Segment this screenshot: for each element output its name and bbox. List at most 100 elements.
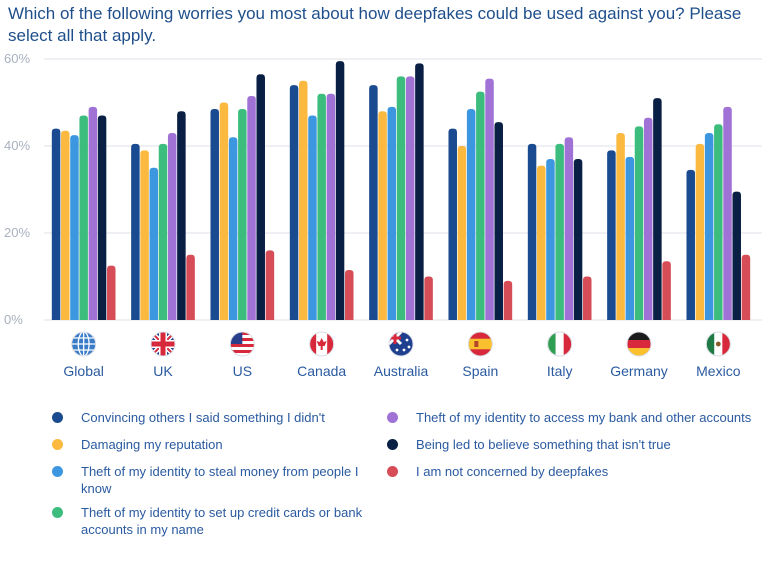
bar (210, 109, 219, 321)
legend-label: Theft of my identity to set up credit ca… (81, 505, 363, 537)
y-tick-label: 60% (4, 51, 30, 66)
bar (662, 261, 671, 320)
bar (643, 117, 653, 320)
bar (345, 269, 354, 320)
bar (299, 80, 308, 320)
bar (686, 169, 695, 320)
bar (387, 106, 397, 320)
bar (616, 132, 625, 320)
bar (265, 250, 275, 320)
bar (369, 85, 378, 320)
bar (653, 98, 662, 321)
bar (625, 156, 635, 320)
bar (396, 76, 406, 321)
x-tick-label: Mexico (696, 363, 741, 379)
legend-marker (387, 412, 398, 423)
bar (607, 150, 616, 320)
bar (714, 124, 723, 320)
bar (238, 109, 247, 321)
bar (289, 85, 299, 320)
x-axis-labels: Global UK US Canada Australia Spain Italy Germa… (63, 363, 740, 379)
x-tick-label: Germany (610, 363, 668, 379)
x-tick-label: Australia (374, 363, 429, 379)
x-tick-label: Global (63, 363, 103, 379)
legend-label: Theft of my identity to access my bank a… (416, 410, 752, 425)
legend-label: I am not concerned by deepfakes (416, 464, 609, 479)
bar (583, 276, 592, 320)
bar (555, 143, 564, 320)
x-tick-label: Italy (547, 363, 573, 379)
bar (424, 276, 433, 320)
mexico-flag-icon (705, 331, 731, 357)
bar (335, 61, 345, 321)
chart-title: Which of the following worries you most … (8, 4, 742, 45)
bar (378, 111, 387, 320)
australia-flag-icon (388, 331, 414, 357)
bar (79, 115, 88, 320)
category-flags (71, 331, 731, 357)
bar (695, 143, 705, 320)
bar (308, 115, 317, 320)
bar (723, 106, 732, 320)
bar (573, 159, 583, 320)
legend-item: Theft of my identity to set up credit ca… (52, 504, 382, 538)
bar (527, 143, 537, 320)
legend-label: Theft of my identity to steal money from… (81, 464, 359, 496)
x-tick-label: US (233, 363, 252, 379)
bar (131, 143, 140, 320)
y-tick-label: 40% (4, 138, 30, 153)
bar (546, 159, 555, 320)
bar (88, 106, 98, 320)
legend-label: Being led to believe something that isn'… (416, 437, 671, 452)
bar (494, 122, 503, 320)
bar (415, 63, 424, 320)
bar-chart: 0% 20% 40% 60% Global UK US Canada Australia Spa… (4, 51, 762, 379)
bar (51, 128, 61, 320)
bar (228, 137, 238, 320)
x-tick-label: Canada (297, 363, 346, 379)
y-axis-ticks: 0% 20% 40% 60% (4, 51, 30, 327)
bar (247, 95, 256, 320)
legend-marker (387, 466, 398, 477)
italy-flag-icon (547, 331, 573, 357)
x-tick-label: Spain (462, 363, 498, 379)
bar (741, 254, 751, 320)
legend-item: Theft of my identity to steal money from… (52, 463, 382, 497)
y-tick-label: 0% (4, 312, 23, 327)
bar (177, 111, 186, 320)
us-flag-icon (229, 331, 255, 357)
legend-label: Convincing others I said something I did… (81, 410, 325, 425)
legend-label: Damaging my reputation (81, 437, 223, 452)
globe-icon (71, 331, 97, 357)
bar (405, 76, 415, 321)
uk-flag-icon (150, 331, 176, 357)
bar (457, 146, 467, 320)
legend-item: I am not concerned by deepfakes (387, 463, 767, 480)
bar (326, 93, 336, 320)
bar (485, 78, 494, 320)
legend-item: Being led to believe something that isn'… (387, 436, 767, 453)
legend-item: Damaging my reputation (52, 436, 382, 453)
bar (167, 132, 177, 320)
bar (704, 132, 714, 320)
bar (634, 126, 644, 320)
legend-item: Convincing others I said something I did… (52, 409, 382, 426)
spain-flag-icon (467, 331, 493, 357)
bar (256, 74, 265, 320)
canada-flag-icon (309, 331, 335, 357)
germany-flag-icon (626, 331, 652, 357)
bar (564, 137, 574, 320)
bar (70, 135, 79, 320)
bar (158, 143, 168, 320)
bar (140, 150, 149, 320)
legend-marker (52, 439, 63, 450)
bar (503, 280, 513, 320)
bars (51, 61, 751, 321)
x-tick-label: UK (153, 363, 173, 379)
legend-item: Theft of my identity to access my bank a… (387, 409, 767, 426)
bar (448, 128, 457, 320)
bar (537, 165, 546, 320)
y-tick-label: 20% (4, 225, 30, 240)
bar (466, 109, 476, 321)
bar (107, 265, 116, 320)
